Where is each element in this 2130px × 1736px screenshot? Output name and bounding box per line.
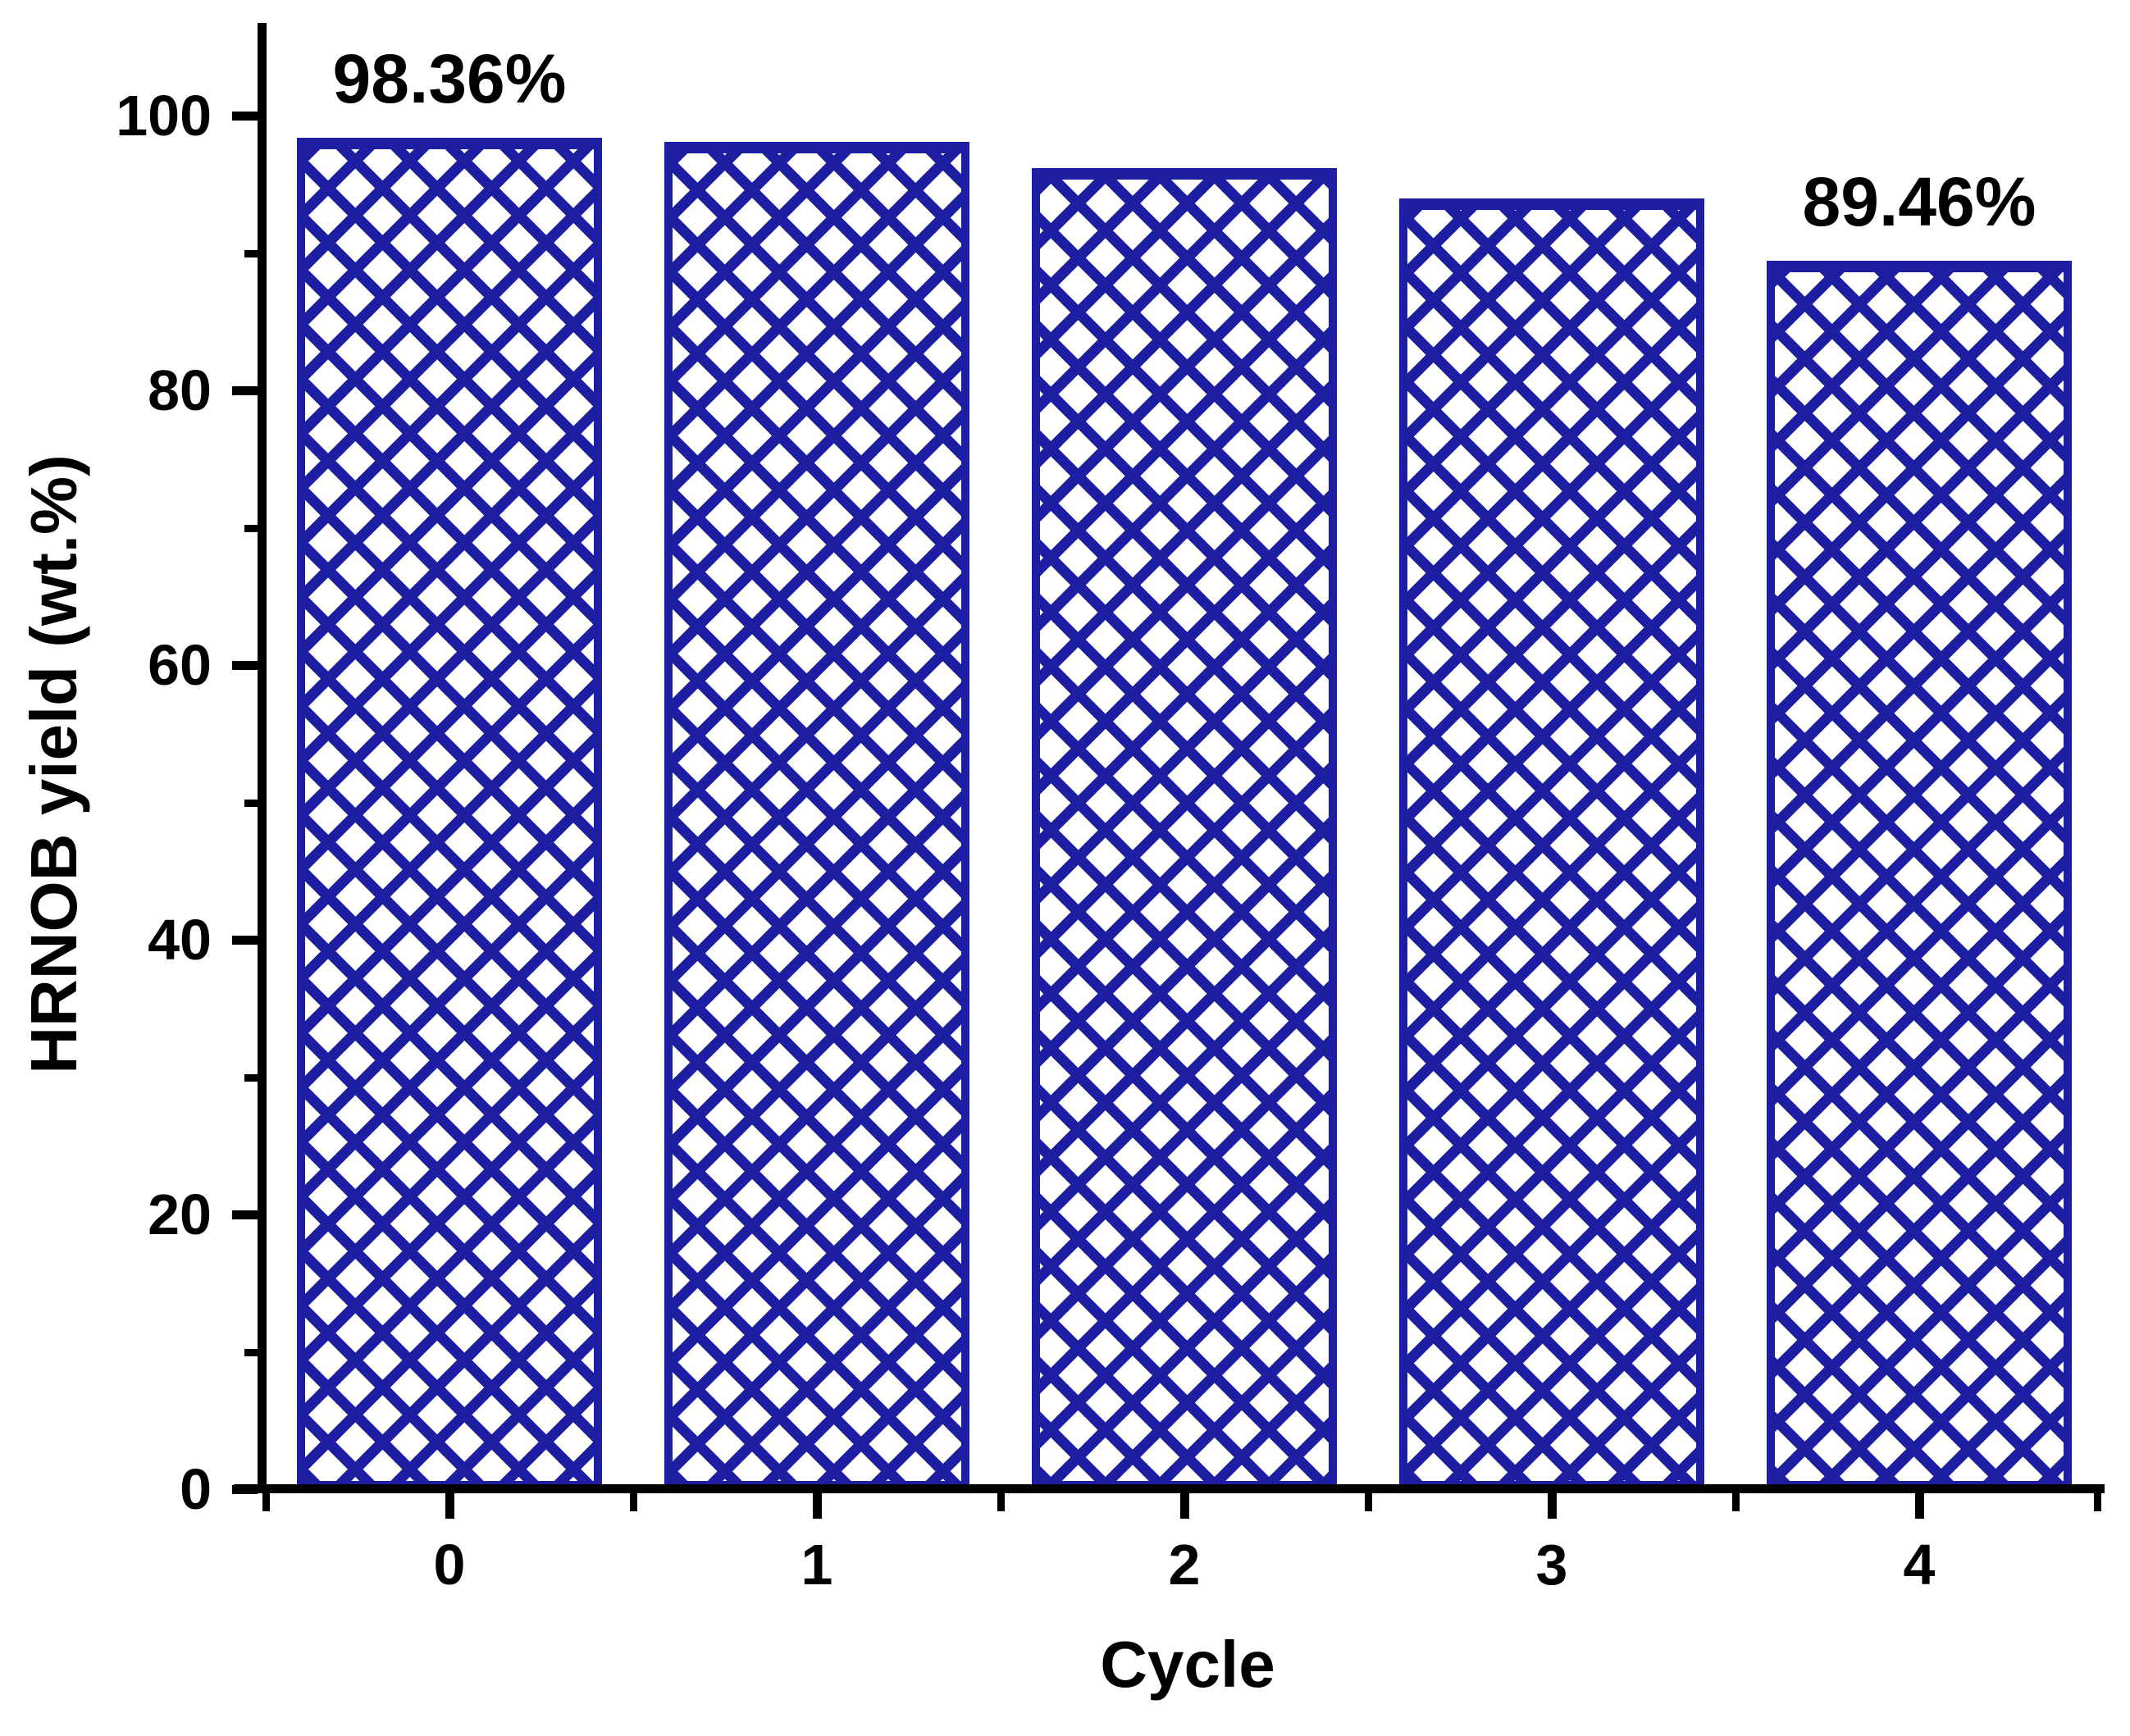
x-axis-line <box>234 1484 2105 1493</box>
x-tick-label: 0 <box>433 1533 466 1597</box>
y-minor-tick <box>244 525 258 532</box>
y-major-tick <box>232 936 258 945</box>
x-tick-label: 2 <box>1168 1533 1201 1597</box>
x-major-tick <box>1180 1493 1189 1519</box>
x-minor-tick <box>1732 1493 1740 1511</box>
y-minor-tick <box>244 1349 258 1356</box>
y-minor-tick <box>244 250 258 257</box>
x-tick-label: 3 <box>1535 1533 1568 1597</box>
bar <box>1032 168 1337 1489</box>
x-major-tick <box>1915 1493 1924 1519</box>
x-minor-tick <box>262 1493 270 1511</box>
x-tick-label: 4 <box>1903 1533 1936 1597</box>
bar-value-label: 89.46% <box>1802 163 2036 240</box>
y-minor-tick <box>244 1074 258 1082</box>
bar <box>664 142 969 1489</box>
bar <box>297 138 602 1489</box>
x-minor-tick <box>1365 1493 1372 1511</box>
y-axis-title: HRNOB yield (wt.%) <box>17 454 90 1074</box>
y-tick-label: 80 <box>148 358 212 422</box>
y-tick-label: 20 <box>148 1182 212 1246</box>
x-major-tick <box>445 1493 454 1519</box>
x-minor-tick <box>630 1493 637 1511</box>
bar <box>1767 261 2072 1489</box>
x-minor-tick <box>997 1493 1005 1511</box>
y-major-tick <box>232 386 258 395</box>
bar-value-label: 98.36% <box>332 40 567 117</box>
x-minor-tick <box>2094 1493 2101 1511</box>
x-major-tick <box>813 1493 822 1519</box>
y-major-tick <box>232 1485 258 1494</box>
y-major-tick <box>232 112 258 121</box>
y-minor-tick <box>244 800 258 807</box>
y-major-tick <box>232 661 258 670</box>
x-tick-label: 1 <box>800 1533 833 1597</box>
y-axis-line <box>258 23 267 1493</box>
x-major-tick <box>1548 1493 1557 1519</box>
y-tick-label: 100 <box>116 84 212 148</box>
y-tick-label: 0 <box>180 1457 212 1521</box>
x-axis-title: Cycle <box>1100 1628 1275 1701</box>
y-major-tick <box>232 1210 258 1219</box>
y-tick-label: 60 <box>148 633 212 697</box>
y-tick-label: 40 <box>148 908 212 972</box>
bar <box>1399 198 1704 1489</box>
